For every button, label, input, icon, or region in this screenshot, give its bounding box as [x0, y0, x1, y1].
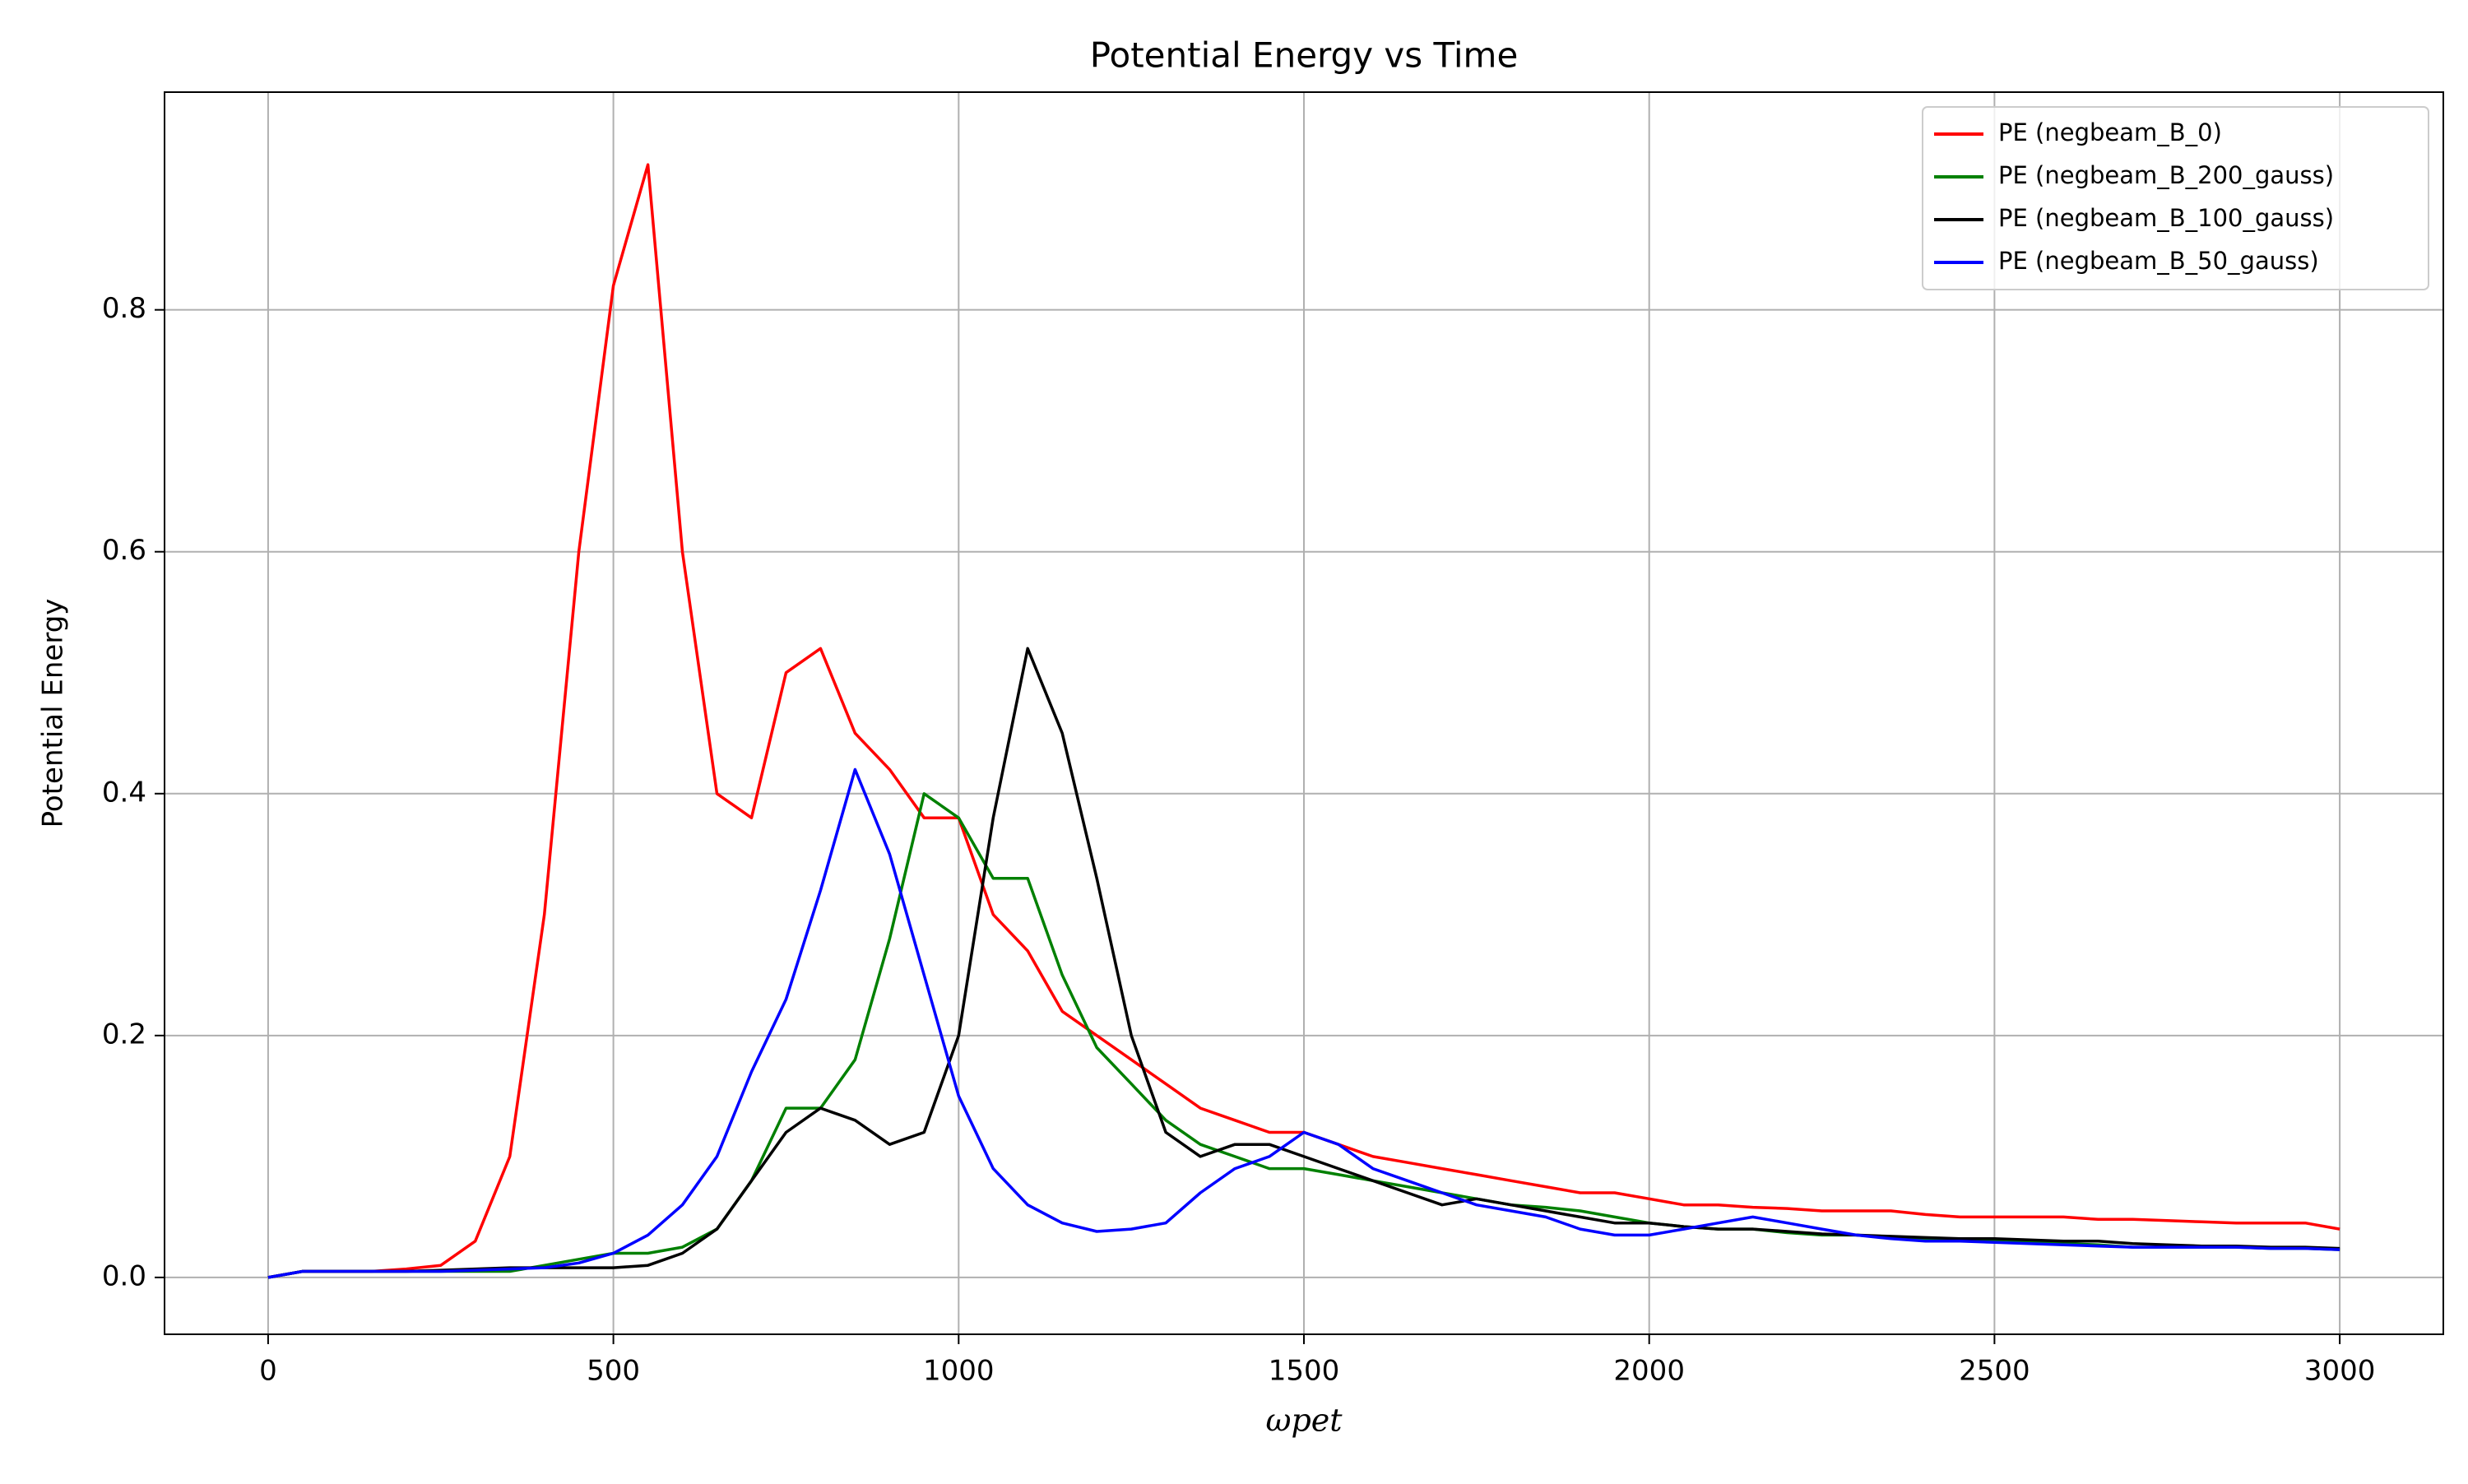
plot-frame — [164, 91, 2444, 1335]
x-tick-label: 500 — [587, 1355, 640, 1388]
x-tick-label: 1500 — [1269, 1355, 1340, 1388]
y-axis-label: Potential Energy — [37, 599, 70, 828]
x-tick-label: 0 — [259, 1355, 277, 1388]
y-tick-label: 0.6 — [102, 534, 146, 567]
legend-label: PE (negbeam_B_50_gauss) — [1998, 247, 2319, 275]
data-line — [267, 647, 2340, 1279]
data-line — [267, 768, 2340, 1279]
x-tick-label: 2500 — [1959, 1355, 2030, 1388]
chart-title: Potential Energy vs Time — [1090, 35, 1519, 76]
y-tick-label: 0.4 — [102, 776, 146, 809]
y-tick-label: 0.0 — [102, 1259, 146, 1292]
x-tick-label: 1000 — [923, 1355, 995, 1388]
y-tick-label: 0.8 — [102, 292, 146, 325]
x-tick-label: 3000 — [2304, 1355, 2376, 1388]
legend-label: PE (negbeam_B_100_gauss) — [1998, 204, 2334, 232]
x-axis-label: ωpet — [1265, 1403, 1343, 1439]
legend-box — [1922, 106, 2429, 290]
x-tick-label: 2000 — [1613, 1355, 1685, 1388]
legend-label: PE (negbeam_B_0) — [1998, 118, 2222, 146]
legend-label: PE (negbeam_B_200_gauss) — [1998, 161, 2334, 189]
y-tick-label: 0.2 — [102, 1018, 146, 1050]
